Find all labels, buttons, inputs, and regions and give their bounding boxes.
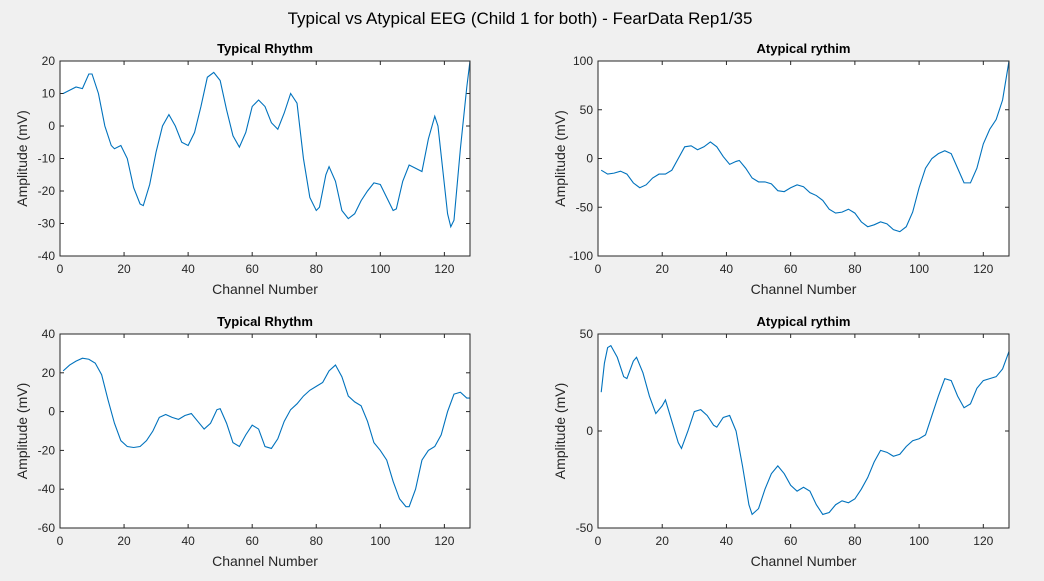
y-tick-label: 20 xyxy=(42,54,56,68)
x-tick-label: 0 xyxy=(57,534,64,548)
plot-area xyxy=(60,61,470,256)
x-axis-label: Channel Number xyxy=(212,281,318,297)
x-tick-label: 20 xyxy=(117,534,131,548)
x-tick-label: 0 xyxy=(595,534,602,548)
y-tick-label: 50 xyxy=(580,103,594,117)
y-tick-label: 0 xyxy=(586,152,593,166)
x-tick-label: 120 xyxy=(973,262,993,276)
y-tick-label: -20 xyxy=(38,184,56,198)
data-line xyxy=(600,344,1010,516)
x-tick-label: 80 xyxy=(848,534,862,548)
y-tick-label: -60 xyxy=(38,521,56,535)
x-tick-label: 20 xyxy=(117,262,131,276)
y-tick-label: 0 xyxy=(48,405,55,419)
plot-area xyxy=(598,334,1009,528)
y-tick-label: -40 xyxy=(38,482,56,496)
x-tick-label: 40 xyxy=(181,534,195,548)
x-axis-label: Channel Number xyxy=(751,281,857,297)
x-tick-label: 100 xyxy=(909,262,929,276)
x-tick-label: 80 xyxy=(310,534,324,548)
x-tick-label: 0 xyxy=(57,262,64,276)
x-tick-label: 0 xyxy=(595,262,602,276)
plot-area xyxy=(598,61,1009,256)
axes-box xyxy=(597,60,1010,257)
x-tick-label: 100 xyxy=(370,262,390,276)
y-tick-label: 40 xyxy=(42,327,56,341)
y-tick-label: -50 xyxy=(576,521,594,535)
y-tick-label: -10 xyxy=(38,152,56,166)
x-tick-label: 80 xyxy=(310,262,324,276)
axes-box xyxy=(59,333,471,529)
y-tick-label: 0 xyxy=(586,424,593,438)
axes-box xyxy=(59,60,471,257)
x-tick-label: 40 xyxy=(720,262,734,276)
figure-title: Typical vs Atypical EEG (Child 1 for bot… xyxy=(288,9,753,28)
y-tick-label: 100 xyxy=(573,54,593,68)
y-tick-label: 0 xyxy=(48,119,55,133)
y-axis-label: Amplitude (mV) xyxy=(14,110,30,206)
y-tick-label: -20 xyxy=(38,443,56,457)
x-axis-label: Channel Number xyxy=(212,553,318,569)
data-line xyxy=(600,60,1010,233)
x-axis-label: Channel Number xyxy=(751,553,857,569)
y-tick-label: -30 xyxy=(38,217,56,231)
x-tick-label: 20 xyxy=(656,262,670,276)
x-tick-label: 40 xyxy=(181,262,195,276)
x-tick-label: 120 xyxy=(434,534,454,548)
x-tick-label: 100 xyxy=(370,534,390,548)
chart-title: Atypical rythim xyxy=(757,41,851,56)
chart-title: Typical Rhythm xyxy=(217,314,313,329)
x-tick-label: 60 xyxy=(784,534,798,548)
y-axis-label: Amplitude (mV) xyxy=(552,110,568,206)
y-axis-label: Amplitude (mV) xyxy=(552,383,568,479)
x-tick-label: 60 xyxy=(246,262,260,276)
y-tick-label: -100 xyxy=(569,249,593,263)
x-tick-label: 80 xyxy=(848,262,862,276)
data-line xyxy=(62,357,470,508)
x-tick-label: 120 xyxy=(973,534,993,548)
x-tick-label: 60 xyxy=(784,262,798,276)
y-tick-label: -50 xyxy=(576,200,594,214)
x-tick-label: 40 xyxy=(720,534,734,548)
x-tick-label: 60 xyxy=(246,534,260,548)
plot-area xyxy=(60,334,470,528)
x-tick-label: 100 xyxy=(909,534,929,548)
x-tick-label: 20 xyxy=(656,534,670,548)
chart-title: Typical Rhythm xyxy=(217,41,313,56)
y-tick-label: 20 xyxy=(42,366,56,380)
chart-title: Atypical rythim xyxy=(757,314,851,329)
x-tick-label: 120 xyxy=(434,262,454,276)
y-axis-label: Amplitude (mV) xyxy=(14,383,30,479)
data-line xyxy=(62,60,471,229)
y-tick-label: -40 xyxy=(38,249,56,263)
y-tick-label: 50 xyxy=(580,327,594,341)
axes-box xyxy=(597,333,1010,529)
y-tick-label: 10 xyxy=(42,87,56,101)
